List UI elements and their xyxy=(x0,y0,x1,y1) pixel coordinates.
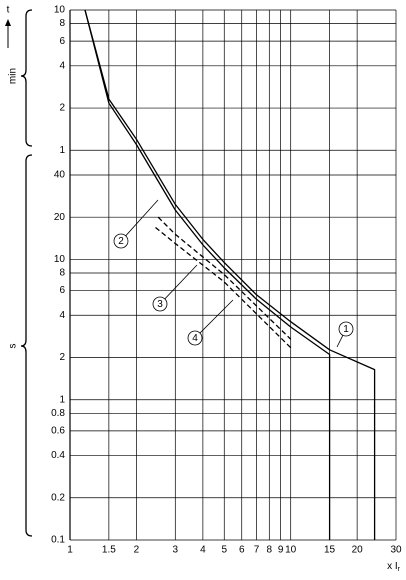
callout-line xyxy=(125,199,159,237)
s-bracket xyxy=(20,154,33,537)
y-tick-label: 1 xyxy=(59,394,65,405)
y-tick-label: 1 xyxy=(59,145,65,156)
x-tick-label: 20 xyxy=(352,545,364,556)
y-tick-label: 40 xyxy=(54,170,66,181)
x-tick-label: 3 xyxy=(173,545,179,556)
callout-line xyxy=(164,264,198,300)
curve xyxy=(84,9,331,540)
curve xyxy=(155,226,292,349)
y-tick-label: 2 xyxy=(59,352,65,363)
min-bracket xyxy=(20,9,33,147)
y-tick-label: 10 xyxy=(54,254,66,265)
x-label-sub: r xyxy=(398,566,401,573)
curve xyxy=(84,9,376,540)
callout-label: 3 xyxy=(157,299,163,310)
y-tick-label: 0.8 xyxy=(51,408,65,419)
y-tick-label: 10 xyxy=(54,5,66,16)
y-tick-label: 8 xyxy=(59,268,65,279)
x-tick-label: 10 xyxy=(285,545,297,556)
axis-arrow-head xyxy=(5,19,11,26)
y-tick-label: 20 xyxy=(54,212,66,223)
x-label-main: x I xyxy=(387,561,398,572)
x-tick-label: 1.5 xyxy=(102,545,116,556)
callout-circle xyxy=(152,296,168,312)
y-tick-label: 8 xyxy=(59,18,65,29)
x-tick-label: 8 xyxy=(267,545,273,556)
x-label: x Ir xyxy=(387,561,401,573)
x-tick-label: 4 xyxy=(200,545,206,556)
y-tick-label: 2 xyxy=(59,103,65,114)
y-tick-label: 0.6 xyxy=(51,425,65,436)
callout-circle xyxy=(113,233,129,249)
y-label: t xyxy=(7,5,10,16)
x-tick-label: 6 xyxy=(239,545,245,556)
y-tick-label: 4 xyxy=(59,60,65,71)
curve xyxy=(157,216,292,340)
x-tick-label: 30 xyxy=(390,545,402,556)
y-tick-label: 0.1 xyxy=(51,535,65,546)
callout-circle xyxy=(338,321,354,337)
x-tick-label: 1 xyxy=(67,545,73,556)
x-tick-label: 9 xyxy=(278,545,284,556)
x-tick-label: 15 xyxy=(324,545,336,556)
x-tick-label: 5 xyxy=(221,545,227,556)
y-tick-label: 0.2 xyxy=(51,492,65,503)
y-tick-label: 6 xyxy=(59,36,65,47)
callout-label: 1 xyxy=(343,324,349,335)
y-tick-label: 4 xyxy=(59,310,65,321)
y-tick-label: 0.4 xyxy=(51,450,65,461)
callout-line xyxy=(199,299,234,334)
callout-line xyxy=(336,335,344,348)
callout-label: 4 xyxy=(192,333,198,344)
callout-label: 2 xyxy=(118,236,124,247)
y-tick-label: 6 xyxy=(59,285,65,296)
unit-label: s xyxy=(8,344,19,349)
x-tick-label: 7 xyxy=(254,545,260,556)
unit-label: min xyxy=(8,68,19,84)
callout-circle xyxy=(187,330,203,346)
x-tick-label: 2 xyxy=(134,545,140,556)
